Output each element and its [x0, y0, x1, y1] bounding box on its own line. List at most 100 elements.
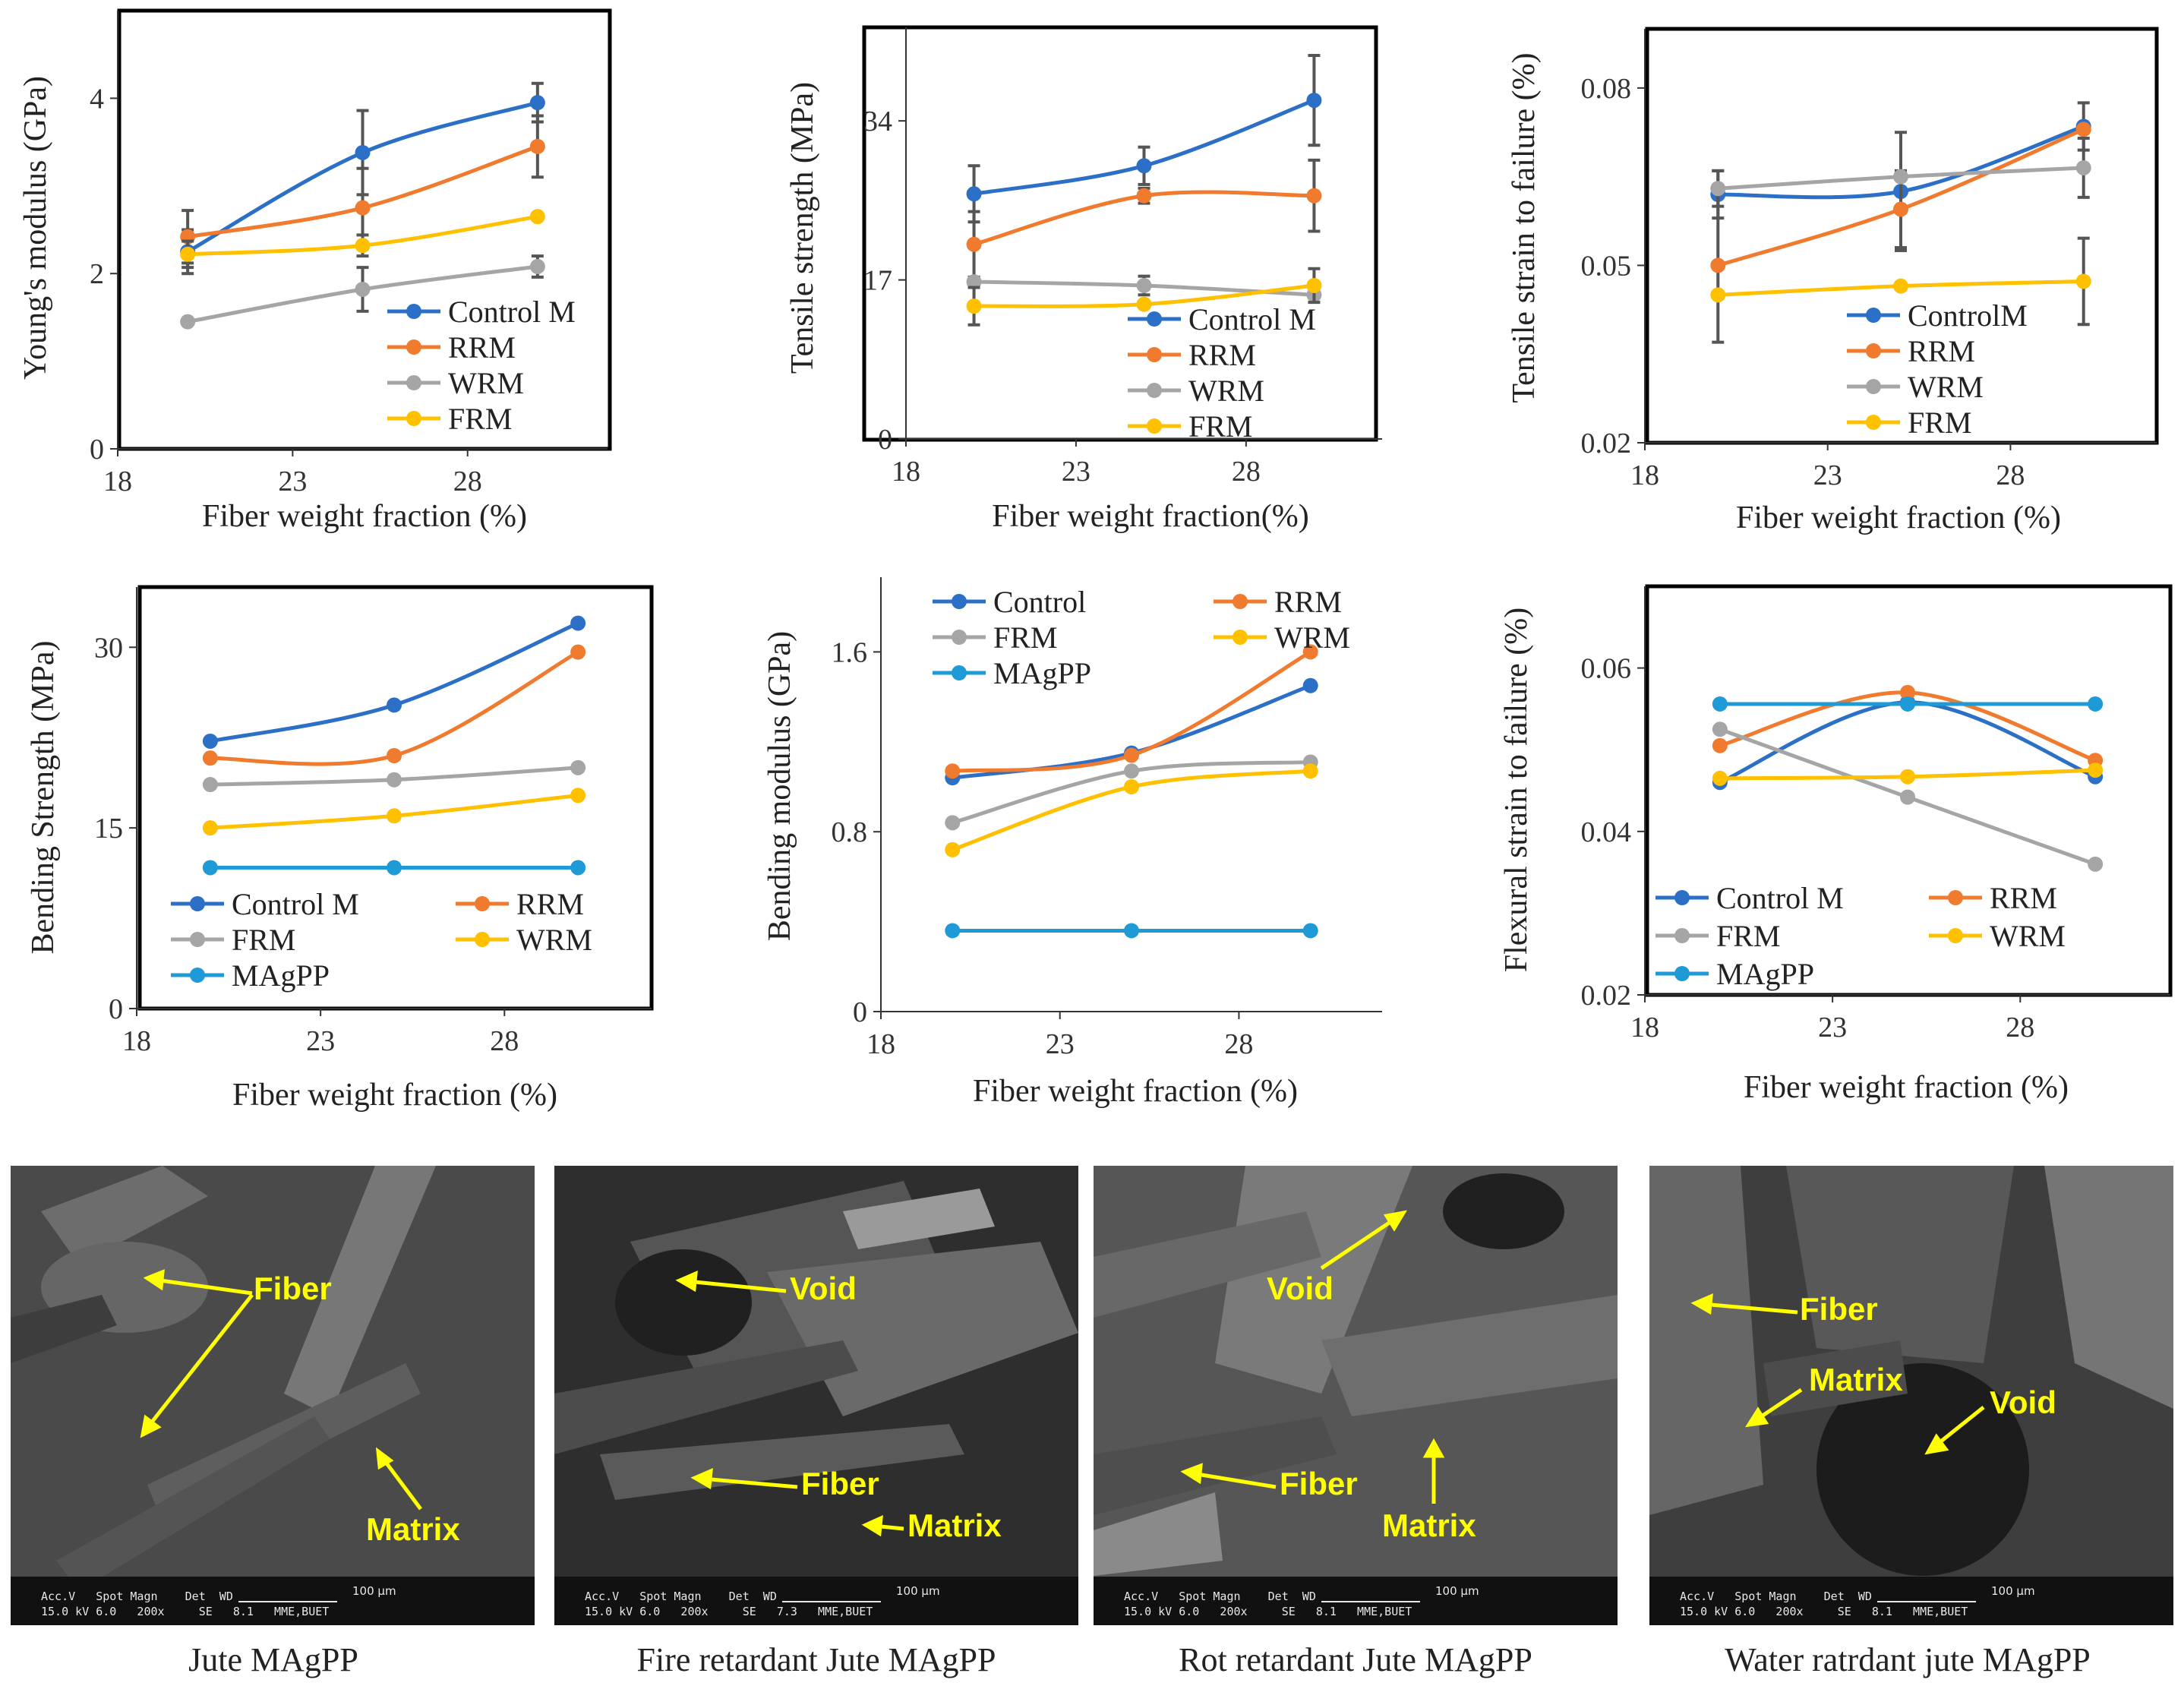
- x-tick-label: 23: [306, 1025, 335, 1057]
- legend-label: RRM: [1990, 881, 2057, 915]
- x-axis-title: Fiber weight fraction (%): [1736, 500, 2061, 535]
- x-axis-title: Fiber weight fraction (%): [232, 1078, 557, 1113]
- data-point: [1900, 790, 1915, 805]
- legend-label: FRM: [232, 923, 296, 957]
- sem-metadata: Acc.V Spot Magn Det WD 15.0 kV 6.0 200x …: [1680, 1589, 1968, 1619]
- data-point: [1893, 279, 1908, 294]
- y-axis-title: Tensile strength (MPa): [785, 82, 820, 374]
- data-point: [2088, 762, 2103, 778]
- y-axis-title: Young's modulus (GPa): [18, 76, 53, 380]
- charts-svg: 18 23 28 0 2 4 Fiber weight fraction (%) Young'…: [0, 0, 2181, 1139]
- data-point: [2076, 273, 2091, 289]
- data-point: [1712, 738, 1728, 753]
- data-point: [387, 748, 402, 763]
- legend-label: FRM: [1908, 406, 1972, 440]
- y-tick-label: 0: [90, 434, 104, 466]
- data-point: [570, 616, 585, 631]
- data-point: [1306, 188, 1321, 204]
- legend-marker: [1233, 630, 1248, 645]
- scale-bar: [782, 1601, 881, 1602]
- legend-label: WRM: [1188, 374, 1264, 408]
- y-tick-label: 0: [109, 993, 123, 1025]
- data-point: [1712, 696, 1728, 712]
- y-tick-label: 4: [90, 83, 104, 115]
- data-point: [530, 139, 545, 154]
- data-point: [1710, 257, 1725, 273]
- legend-marker: [406, 304, 421, 319]
- x-axis-title: Fiber weight fraction(%): [992, 499, 1309, 534]
- data-point: [967, 186, 982, 201]
- y-tick-label: 0.05: [1581, 250, 1632, 282]
- x-tick-label: 28: [1224, 1028, 1253, 1060]
- chart-3: 18 23 28 0.02 0.05 0.08 Fiber weight fraction …: [1507, 29, 2157, 535]
- legend-marker: [1674, 928, 1690, 943]
- series-line-control-m: [210, 624, 578, 741]
- legend-marker: [190, 968, 205, 983]
- plot-frame: [864, 27, 1376, 440]
- x-tick-label: 28: [2006, 1012, 2034, 1043]
- chart-6: 18 23 28 0.02 0.04 0.06 Fiber weight fraction …: [1499, 586, 2170, 1105]
- data-point: [2076, 122, 2091, 137]
- legend-label: MAgPP: [1716, 957, 1814, 991]
- legend-marker: [1147, 418, 1162, 434]
- y-tick-label: 0: [853, 996, 867, 1028]
- data-point: [570, 645, 585, 660]
- legend-marker: [1948, 890, 1963, 905]
- annotation-arrows: [1094, 1166, 1618, 1625]
- legend-label: WRM: [1908, 370, 1984, 404]
- legend-label: FRM: [993, 620, 1058, 655]
- x-axis-title: Fiber weight fraction (%): [202, 499, 527, 534]
- x-tick-label: 28: [490, 1025, 519, 1057]
- legend-marker: [1147, 383, 1162, 398]
- x-tick-label: 23: [1046, 1028, 1075, 1060]
- x-tick-label: 18: [866, 1028, 895, 1060]
- data-point: [530, 259, 545, 274]
- sem-panel-jute: Fiber Matrix Acc.V Spot Magn Det WD 15.0…: [11, 1166, 535, 1625]
- legend-label: MAgPP: [993, 656, 1091, 690]
- data-point: [203, 777, 218, 792]
- legend-label: WRM: [1274, 620, 1350, 655]
- data-point: [1712, 771, 1728, 786]
- x-tick-label: 18: [122, 1025, 151, 1057]
- data-point: [1303, 678, 1318, 693]
- y-tick-label: 0: [878, 424, 892, 456]
- scale-bar: [1321, 1601, 1420, 1602]
- legend-marker: [190, 932, 205, 947]
- legend-marker: [406, 375, 421, 390]
- y-axis-title: Flexural strain to failure (%): [1499, 608, 1534, 973]
- legend-marker: [475, 932, 490, 947]
- sem-panel-water-retardant: Fiber Matrix Void Acc.V Spot Magn Det WD…: [1649, 1166, 2173, 1625]
- legend-label: Control M: [1716, 881, 1844, 915]
- annotation-arrows: [554, 1166, 1078, 1625]
- data-point: [1303, 763, 1318, 778]
- x-tick-label: 23: [278, 466, 307, 497]
- legend-label: FRM: [1188, 409, 1253, 444]
- x-tick-label: 23: [1818, 1012, 1847, 1043]
- data-point: [1893, 169, 1908, 185]
- data-point: [355, 282, 371, 297]
- y-tick-label: 15: [94, 813, 123, 845]
- data-point: [387, 697, 402, 712]
- data-point: [945, 763, 960, 778]
- legend-label: Control M: [1188, 302, 1316, 336]
- legend-marker: [1866, 308, 1881, 323]
- data-point: [570, 860, 585, 875]
- legend-label: ControlM: [1908, 298, 2028, 333]
- chart-2: 18 23 28 0 17 34 Fiber weight fraction(%) Tensi…: [785, 27, 1382, 534]
- y-tick-label: 1.6: [832, 636, 868, 668]
- data-point: [1306, 93, 1321, 108]
- data-point: [1710, 181, 1725, 196]
- legend-label: RRM: [1274, 585, 1342, 619]
- data-point: [1712, 721, 1728, 737]
- legend-marker: [1866, 343, 1881, 358]
- y-tick-label: 0.8: [832, 816, 868, 848]
- sem-panel-fire-retardant: Void Fiber Matrix Acc.V Spot Magn Det WD…: [554, 1166, 1078, 1625]
- data-point: [530, 95, 545, 110]
- caption-fire-retardant: Fire retardant Jute MAgPP: [543, 1640, 1090, 1679]
- caption-jute: Jute MAgPP: [0, 1640, 547, 1679]
- x-tick-label: 28: [453, 466, 482, 497]
- legend-marker: [1866, 379, 1881, 394]
- data-point: [387, 772, 402, 788]
- y-axis-title: Bending Strength (MPa): [26, 641, 61, 955]
- data-point: [1124, 748, 1139, 763]
